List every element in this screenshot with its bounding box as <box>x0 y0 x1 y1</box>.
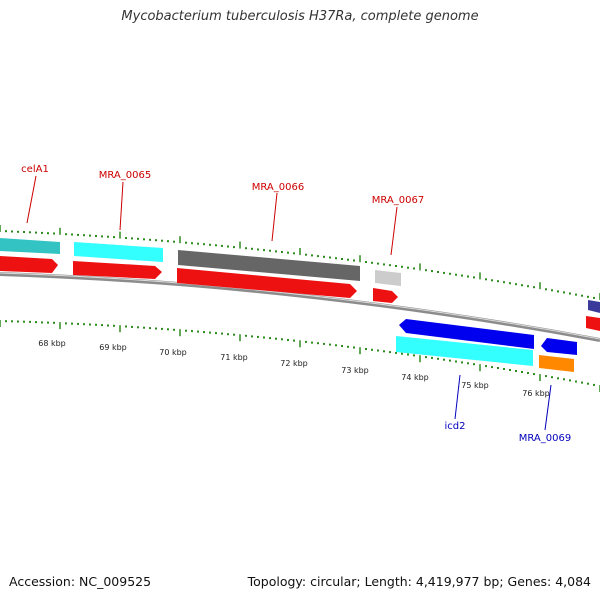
leader-MRA_0065 <box>119 181 124 231</box>
gene-MRA_0069-bar[interactable] <box>539 355 574 372</box>
cds-MRA_0067-arrow[interactable] <box>373 288 398 303</box>
leader-MRA_0069 <box>544 384 552 431</box>
leader-celA1 <box>26 175 37 224</box>
feature-icd2-reverse-cds[interactable] <box>399 319 577 355</box>
scale-label-71kbp: 71 kbp <box>220 353 248 362</box>
gene-MRA_0067-bar[interactable] <box>375 270 401 286</box>
gene-MRA_0065-bar[interactable] <box>74 242 163 262</box>
scale-label-76kbp: 76 kbp <box>522 389 550 398</box>
upper-tick-track <box>0 225 600 300</box>
cds-MRA_0066-arrow[interactable] <box>177 268 357 298</box>
leader-icd2 <box>454 374 461 420</box>
label-MRA_0066[interactable]: MRA_0066 <box>252 182 304 193</box>
label-icd2[interactable]: icd2 <box>445 421 466 432</box>
cds-celA1-arrow[interactable] <box>0 256 58 273</box>
label-MRA_0067[interactable]: MRA_0067 <box>372 195 424 206</box>
feature-MRA_0065[interactable] <box>73 242 163 279</box>
genome-backbone-highlight <box>0 272 600 340</box>
feature-icd2[interactable] <box>396 336 533 366</box>
leader-MRA_0067 <box>390 206 398 256</box>
cds-right-edge-arrow[interactable] <box>586 316 600 331</box>
feature-right-edge[interactable] <box>586 300 600 331</box>
gene-right-edge-bar[interactable] <box>588 300 600 313</box>
gene-icd2-bar[interactable] <box>396 336 533 366</box>
feature-MRA_0066[interactable] <box>177 250 360 298</box>
leader-MRA_0066 <box>271 192 278 242</box>
accession-text: Accession: NC_009525 <box>9 574 152 589</box>
map-title: Mycobacterium tuberculosis H37Ra, comple… <box>121 9 479 24</box>
gene-celA1-bar[interactable] <box>0 238 60 254</box>
label-MRA_0065[interactable]: MRA_0065 <box>99 170 151 181</box>
reverse-cds-arrow-2[interactable] <box>541 338 577 355</box>
scale-label-70kbp: 70 kbp <box>159 348 187 357</box>
feature-MRA_0067[interactable] <box>373 270 401 303</box>
gene-MRA_0066-bar[interactable] <box>178 250 360 281</box>
scale-label-74kbp: 74 kbp <box>401 373 429 382</box>
scale-label-69kbp: 69 kbp <box>99 343 127 352</box>
cds-MRA_0065-arrow[interactable] <box>73 261 162 279</box>
scale-label-72kbp: 72 kbp <box>280 359 308 368</box>
scale-label-68kbp: 68 kbp <box>38 339 66 348</box>
scale-label-73kbp: 73 kbp <box>341 366 369 375</box>
genome-backbone <box>0 272 600 342</box>
feature-MRA_0069[interactable] <box>539 355 574 372</box>
feature-celA1[interactable] <box>0 238 60 273</box>
reverse-cds-arrow-1[interactable] <box>399 319 534 349</box>
label-celA1[interactable]: celA1 <box>21 164 49 175</box>
lower-tick-track <box>0 320 600 392</box>
label-MRA_0069[interactable]: MRA_0069 <box>519 433 571 444</box>
scale-label-75kbp: 75 kbp <box>461 381 489 390</box>
genome-summary-text: Topology: circular; Length: 4,419,977 bp… <box>247 574 591 589</box>
